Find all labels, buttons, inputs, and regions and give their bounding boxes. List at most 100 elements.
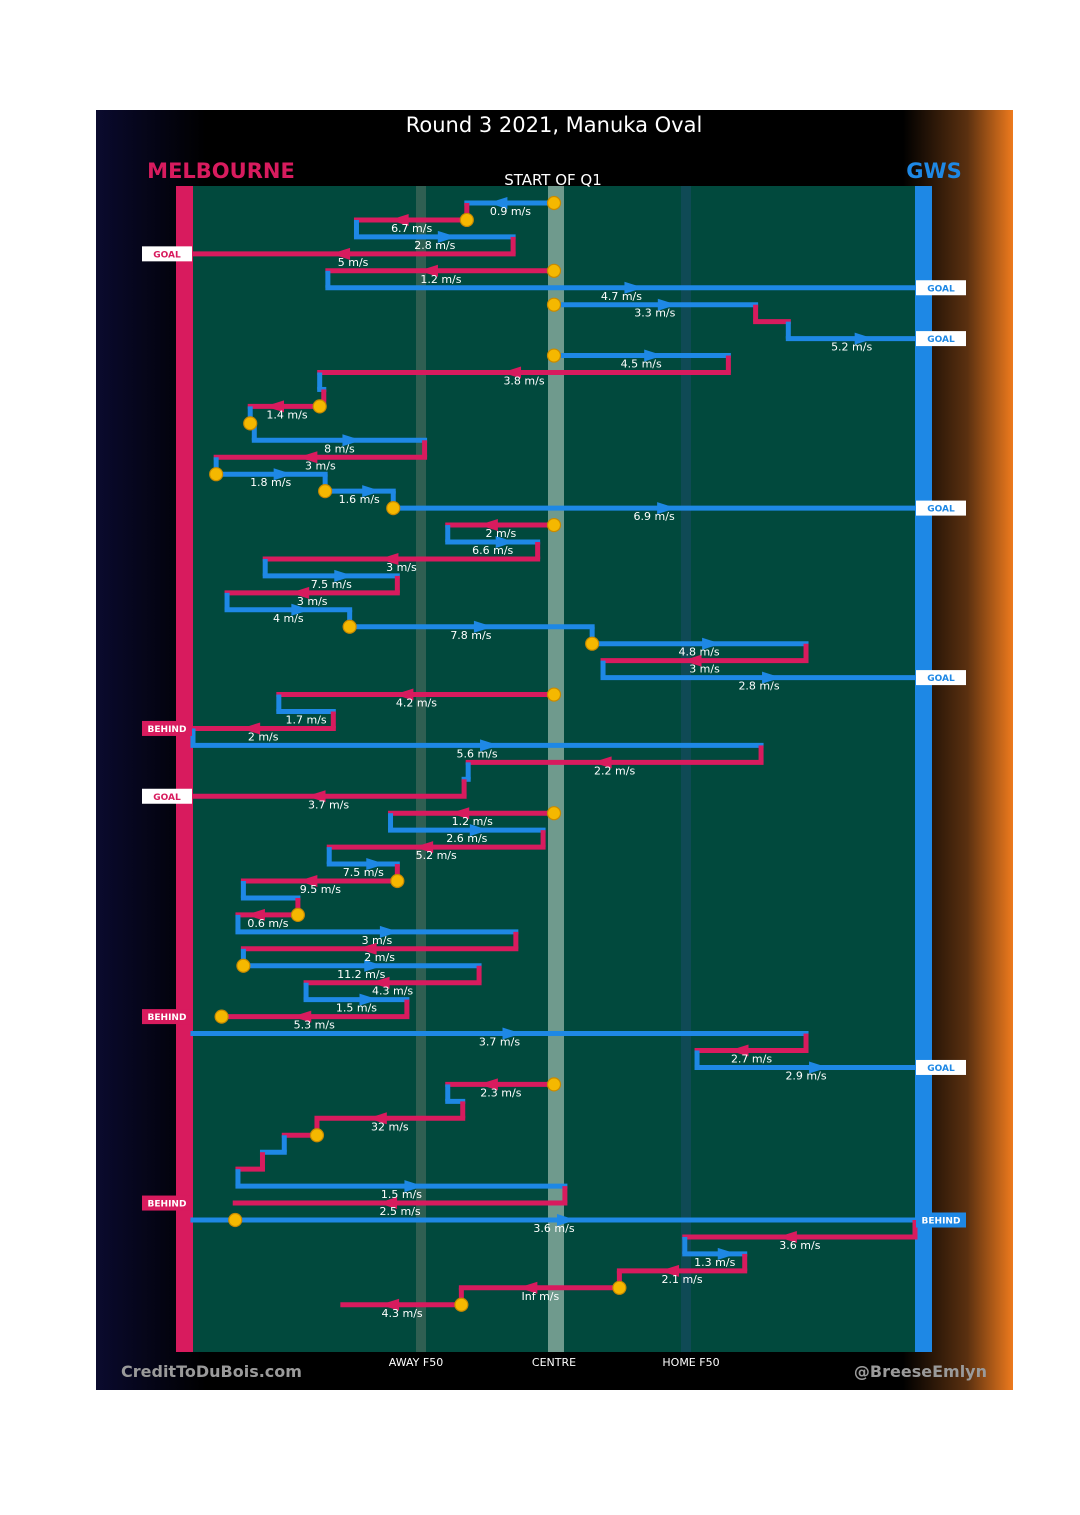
speed-label: 2 m/s xyxy=(248,730,279,743)
credit-left: CreditToDuBois.com xyxy=(121,1362,302,1381)
stoppage-dot xyxy=(209,467,224,482)
melbourne-goal-tag: GOAL xyxy=(142,246,192,262)
direction-arrow xyxy=(364,959,384,972)
gws-goal-tag: GOAL xyxy=(916,1059,966,1075)
direction-arrow xyxy=(473,620,493,633)
speed-label: 3.6 m/s xyxy=(779,1239,820,1252)
svg-text:GOAL: GOAL xyxy=(927,674,955,684)
speed-label: 1.5 m/s xyxy=(381,1188,422,1201)
speed-label: 3.3 m/s xyxy=(634,307,675,320)
speed-label: 2.8 m/s xyxy=(738,680,779,693)
speed-label: 2.9 m/s xyxy=(785,1069,826,1082)
direction-arrow xyxy=(502,1027,522,1040)
direction-arrow xyxy=(290,586,310,599)
svg-text:BEHIND: BEHIND xyxy=(148,725,187,735)
speed-label: 6.9 m/s xyxy=(634,510,675,523)
speed-label: 11.2 m/s xyxy=(337,968,385,981)
melbourne-behind-tag: BEHIND xyxy=(142,1195,192,1211)
quarter-label: START OF Q1 xyxy=(504,171,602,189)
speed-label: 1.2 m/s xyxy=(420,273,461,286)
direction-arrow xyxy=(478,1078,498,1091)
speed-label: 0.9 m/s xyxy=(490,205,531,218)
speed-label: 2.3 m/s xyxy=(480,1086,521,1099)
speed-label: 2 m/s xyxy=(486,527,517,540)
stoppage-dot xyxy=(214,1009,229,1024)
stoppage-dot xyxy=(390,873,405,889)
direction-arrow xyxy=(298,451,318,464)
stoppage-dot xyxy=(243,416,258,431)
gws-goal-tag: GOAL xyxy=(916,331,966,347)
speed-label: 7.5 m/s xyxy=(343,866,384,879)
direction-arrow xyxy=(394,688,414,701)
melbourne-goal-tag: GOAL xyxy=(142,788,192,804)
speed-label: 7.5 m/s xyxy=(311,578,352,591)
speed-label: 3 m/s xyxy=(305,459,336,472)
stoppage-dot xyxy=(309,1128,325,1143)
speed-label: 2.7 m/s xyxy=(731,1053,772,1066)
speed-label: 1.3 m/s xyxy=(694,1256,735,1269)
direction-arrow xyxy=(389,213,409,226)
speed-label: 1.5 m/s xyxy=(336,1002,377,1015)
direction-arrow xyxy=(518,1281,538,1294)
direction-arrow xyxy=(644,349,664,362)
stoppage-dot xyxy=(312,399,327,414)
svg-text:BEHIND: BEHIND xyxy=(148,1200,187,1210)
stoppage-dot xyxy=(236,958,251,973)
chart-title: Round 3 2021, Manuka Oval xyxy=(406,113,703,137)
direction-arrow xyxy=(366,858,386,871)
speed-label: 1.2 m/s xyxy=(452,815,493,828)
direction-arrow xyxy=(378,1197,398,1210)
direction-arrow xyxy=(682,654,702,667)
stoppage-dot xyxy=(585,636,600,651)
direction-arrow xyxy=(379,552,399,565)
speed-label: 3 m/s xyxy=(689,663,720,676)
speed-label: 3.7 m/s xyxy=(308,798,349,811)
direction-arrow xyxy=(480,739,500,752)
direction-arrow xyxy=(729,1044,749,1057)
centre-bounce-dot xyxy=(546,195,562,211)
svg-text:GOAL: GOAL xyxy=(927,284,955,294)
speed-label: 6.7 m/s xyxy=(391,222,432,235)
direction-arrow xyxy=(478,519,498,532)
credit-right: @BreeseEmlyn xyxy=(854,1362,987,1381)
speed-label: 3 m/s xyxy=(297,595,328,608)
melbourne-bar xyxy=(176,186,193,1352)
direction-arrow xyxy=(809,1061,829,1074)
speed-label: Inf m/s xyxy=(522,1290,560,1303)
stoppage-dot xyxy=(612,1280,627,1295)
direction-arrow xyxy=(241,722,261,735)
direction-arrow xyxy=(367,1112,387,1125)
speed-label: 4 m/s xyxy=(273,612,304,625)
speed-label: 5.2 m/s xyxy=(416,849,457,862)
direction-arrow xyxy=(762,671,782,684)
x-tick-home-f50: HOME F50 xyxy=(662,1356,719,1369)
direction-arrow xyxy=(245,908,265,921)
direction-arrow xyxy=(854,332,874,345)
right-team-name: GWS xyxy=(906,159,962,183)
direction-arrow xyxy=(657,298,677,311)
speed-label: 4.5 m/s xyxy=(621,358,662,371)
centre-bounce-dot xyxy=(546,806,562,821)
svg-text:GOAL: GOAL xyxy=(927,1064,955,1074)
speed-label: 2.5 m/s xyxy=(379,1205,420,1218)
direction-arrow xyxy=(495,536,515,548)
direction-arrow xyxy=(379,925,399,938)
direction-arrow xyxy=(592,756,612,769)
direction-arrow xyxy=(273,468,293,481)
away-f50-line xyxy=(416,186,426,1352)
speed-label: 4.3 m/s xyxy=(382,1307,423,1320)
speed-label: 5.2 m/s xyxy=(831,341,872,354)
speed-label: 4.7 m/s xyxy=(601,290,642,303)
speed-label: 3.8 m/s xyxy=(503,375,544,388)
direction-arrow xyxy=(502,366,522,379)
svg-text:BEHIND: BEHIND xyxy=(148,1013,187,1023)
stoppage-dot xyxy=(454,1297,469,1312)
left-team-name: MELBOURNE xyxy=(147,159,295,183)
speed-label: 3 m/s xyxy=(386,561,417,574)
gws-bar xyxy=(915,186,932,1352)
stoppage-dot xyxy=(459,212,474,228)
direction-arrow xyxy=(702,637,722,650)
direction-arrow xyxy=(334,569,354,582)
direction-arrow xyxy=(488,197,508,209)
